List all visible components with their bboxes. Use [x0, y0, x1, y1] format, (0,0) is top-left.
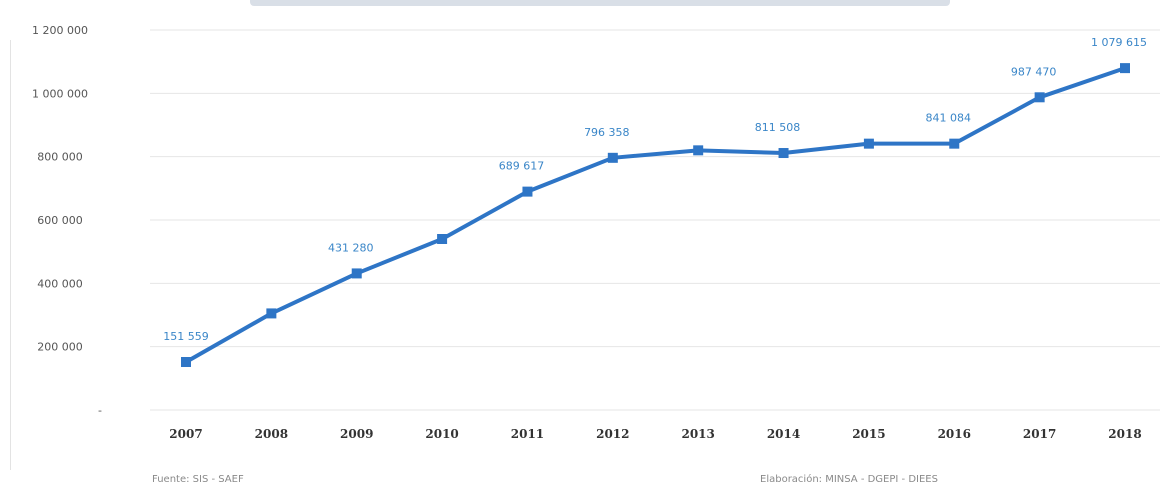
x-tick-label: 2009: [340, 427, 373, 441]
y-tick-label: 1 200 000: [32, 24, 88, 37]
data-point: [1034, 92, 1045, 103]
x-tick-label: 2008: [255, 427, 288, 441]
data-labels: 151 559 431 280 689 617 796 358 811 508 841 0…: [163, 36, 1147, 343]
data-point: [181, 357, 191, 368]
y-axis-ticks: - 200 000 400 000 600 000 800 000 1 000 000 1 …: [32, 24, 102, 417]
y-tick-label: -: [98, 404, 102, 417]
data-point: [778, 148, 789, 159]
y-tick-label: 800 000: [37, 151, 83, 164]
data-point: [522, 186, 533, 197]
x-tick-label: 2007: [169, 427, 202, 441]
gridlines: [150, 29, 1160, 411]
left-border-line: [10, 40, 11, 470]
data-label: 151 559: [163, 330, 209, 343]
data-label: 987 470: [1011, 65, 1057, 78]
data-label: 689 617: [499, 160, 545, 173]
x-tick-label: 2016: [938, 427, 971, 441]
source-note-left: Fuente: SIS - SAEF: [152, 474, 244, 485]
y-tick-label: 400 000: [37, 277, 83, 290]
data-point: [607, 152, 618, 163]
data-point: [1120, 63, 1130, 74]
x-tick-label: 2018: [1108, 427, 1141, 441]
data-label: 811 508: [755, 121, 801, 134]
data-point: [266, 308, 277, 319]
data-point: [351, 268, 362, 279]
title-band: [250, 0, 950, 6]
data-label: 1 079 615: [1091, 36, 1147, 49]
data-point: [949, 138, 960, 149]
x-tick-label: 2010: [425, 427, 458, 441]
data-label: 796 358: [584, 126, 630, 139]
series-points: [181, 63, 1130, 368]
x-tick-label: 2012: [596, 427, 629, 441]
source-note-right: Elaboración: MINSA - DGEPI - DIEES: [760, 474, 938, 485]
data-label: 431 280: [328, 241, 374, 254]
data-point: [863, 138, 874, 149]
series-line: [185, 66, 1126, 364]
y-tick-label: 600 000: [37, 214, 83, 227]
x-tick-label: 2011: [511, 427, 544, 441]
data-point: [437, 234, 448, 244]
x-tick-label: 2014: [767, 427, 800, 441]
x-axis-ticks: 2007 2008 2009 2010 2011 2012 2013 2014 2015 2016…: [169, 427, 1141, 441]
y-tick-label: 1 000 000: [32, 87, 88, 100]
y-tick-label: 200 000: [37, 341, 83, 354]
x-tick-label: 2013: [681, 427, 714, 441]
data-label: 841 084: [926, 112, 972, 125]
data-point: [693, 145, 704, 156]
x-tick-label: 2017: [1023, 427, 1056, 441]
series-line-path: [185, 66, 1126, 364]
x-tick-label: 2015: [852, 427, 885, 441]
